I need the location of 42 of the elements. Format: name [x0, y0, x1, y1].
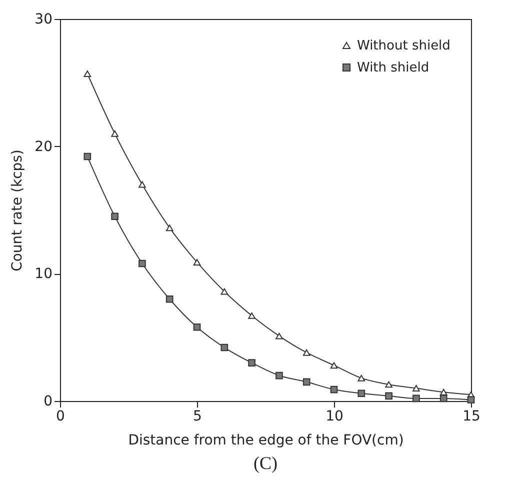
text: (C): [254, 453, 278, 473]
legend-label: With shield: [357, 60, 430, 76]
point: [193, 258, 201, 266]
x-tick-label: 15: [462, 408, 480, 424]
point: [385, 392, 392, 400]
y-tick-label: 10: [34, 266, 52, 282]
legend-label: Without shield: [357, 38, 450, 54]
point: [385, 381, 392, 388]
point: [330, 386, 338, 394]
point: [138, 260, 146, 268]
x-axis-title: Distance from the edge of the FOV(cm): [128, 432, 404, 448]
point: [166, 224, 174, 232]
y-tick-label: 30: [34, 12, 52, 28]
point: [111, 212, 118, 220]
point: [166, 295, 174, 303]
y-tick-label: 20: [34, 138, 52, 155]
point: [276, 372, 283, 380]
point: [220, 344, 228, 352]
point: [248, 359, 256, 366]
x-tick-label: 10: [326, 408, 344, 424]
point: [412, 394, 420, 402]
point: [412, 385, 420, 392]
y-tick-label: 0: [44, 394, 52, 410]
point: [440, 394, 448, 402]
point: [330, 362, 338, 369]
point: [467, 396, 475, 404]
point: [220, 288, 228, 295]
point: [193, 323, 201, 331]
point: [302, 349, 310, 356]
point: [358, 374, 366, 382]
point: [84, 70, 92, 77]
y-axis-title: Count rate (kcps): [10, 150, 26, 272]
point: [248, 312, 256, 319]
point: [358, 390, 366, 398]
point: [302, 378, 310, 386]
point: [440, 388, 448, 396]
point: [84, 152, 92, 160]
point: [111, 130, 118, 137]
point: [138, 181, 146, 188]
x-tick-label: 0: [56, 408, 65, 424]
point: [276, 332, 283, 340]
x-tick-label: 5: [193, 408, 202, 424]
